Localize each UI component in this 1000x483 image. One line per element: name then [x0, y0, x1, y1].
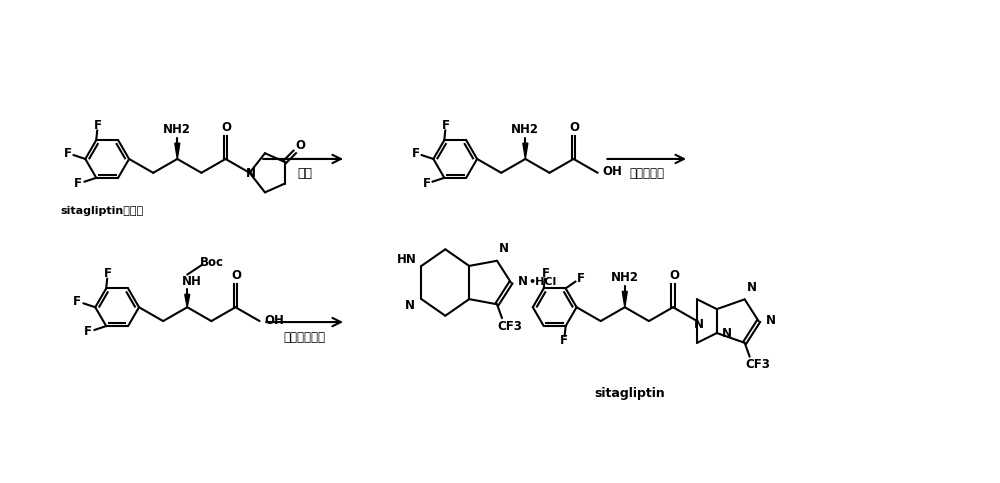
Text: F: F [94, 119, 102, 132]
Text: NH2: NH2 [511, 123, 539, 136]
Text: 水解: 水解 [297, 167, 312, 180]
Text: N: N [405, 298, 415, 312]
Text: sitagliptin中间体: sitagliptin中间体 [61, 206, 144, 216]
Text: N: N [694, 317, 704, 330]
Polygon shape [185, 294, 190, 307]
Text: N: N [766, 313, 776, 327]
Text: O: O [231, 269, 241, 282]
Polygon shape [622, 291, 627, 307]
Text: Boc: Boc [200, 256, 224, 269]
Text: F: F [104, 267, 112, 280]
Text: 缩合、脱保护: 缩合、脱保护 [284, 331, 326, 344]
Text: CF3: CF3 [498, 320, 522, 332]
Text: F: F [422, 177, 430, 190]
Text: •HCl: •HCl [529, 277, 557, 286]
Text: F: F [84, 326, 92, 339]
Text: O: O [570, 121, 580, 134]
Text: F: F [74, 177, 82, 190]
Text: NH2: NH2 [611, 271, 639, 284]
Polygon shape [523, 143, 528, 159]
Text: N: N [499, 242, 509, 256]
Text: HN: HN [397, 254, 416, 267]
Text: F: F [63, 146, 71, 159]
Text: F: F [577, 272, 585, 285]
Text: O: O [669, 269, 679, 282]
Text: N: N [246, 167, 256, 180]
Text: 氨基上保护: 氨基上保护 [629, 167, 664, 180]
Text: OH: OH [603, 165, 623, 178]
Text: CF3: CF3 [745, 358, 770, 371]
Text: F: F [560, 334, 568, 347]
Text: NH: NH [182, 275, 202, 288]
Text: N: N [722, 327, 732, 340]
Text: NH2: NH2 [163, 123, 191, 136]
Text: O: O [296, 140, 306, 153]
Text: F: F [73, 295, 81, 308]
Text: sitagliptin: sitagliptin [594, 387, 665, 400]
Text: F: F [411, 146, 419, 159]
Text: N: N [747, 281, 757, 294]
Text: F: F [442, 119, 450, 132]
Text: F: F [542, 267, 550, 280]
Text: OH: OH [265, 313, 284, 327]
Text: N: N [518, 275, 528, 288]
Polygon shape [175, 143, 180, 159]
Text: O: O [222, 121, 232, 134]
